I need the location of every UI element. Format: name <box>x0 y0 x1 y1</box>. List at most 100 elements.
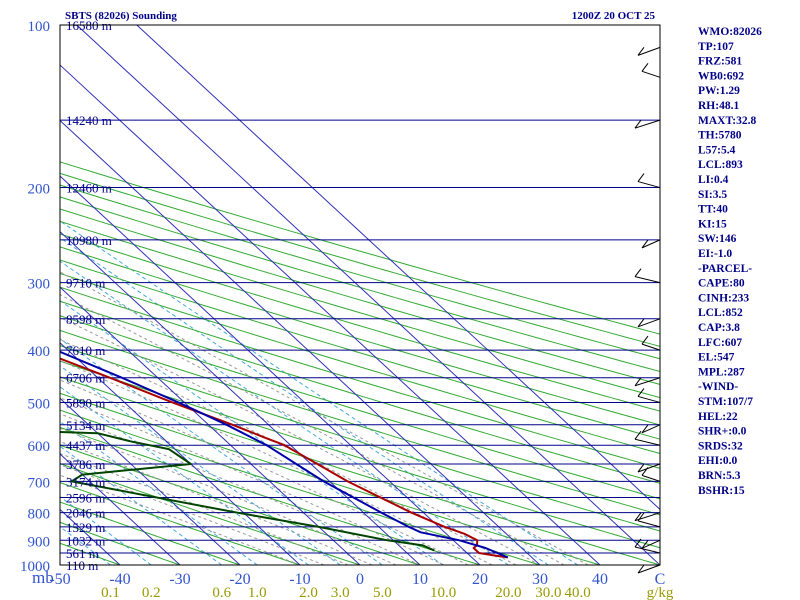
sounding-profiles <box>60 350 509 559</box>
pressure-unit-label: mb <box>32 568 54 587</box>
plot-frame <box>59 24 661 566</box>
wind-barbs <box>634 46 661 574</box>
wind-barb-shaft <box>637 520 661 528</box>
wind-barb-flag <box>637 47 645 56</box>
index-entry: L57:5.4 <box>698 144 736 156</box>
index-entry: -WIND- <box>698 381 738 393</box>
temperature-tick-label: -50 <box>49 571 70 588</box>
temperature-tick-label: -20 <box>229 571 250 588</box>
stability-indices-panel: WMO:82026 TP:107 FRZ:581 WB0:692 PW:1.29 RH:4… <box>698 26 762 497</box>
isotherm-line <box>60 64 601 565</box>
wind-barb-flag <box>634 119 642 129</box>
wind-barb-flag <box>634 538 642 548</box>
index-entry: SI:3.5 <box>698 189 727 201</box>
wind-barb-shaft <box>641 239 661 249</box>
height-label: 5134 m <box>66 418 105 433</box>
pressure-tick-label: 500 <box>28 396 51 412</box>
height-label: 1529 m <box>66 520 105 535</box>
wind-barb-flag <box>634 512 642 521</box>
mixing-ratio-tick-label: 0.1 <box>101 585 120 600</box>
index-entry: TH:5780 <box>698 130 742 142</box>
chart-subtitle: 1200Z 20 OCT 25 <box>572 10 656 22</box>
temperature-tick-label: -40 <box>109 571 130 588</box>
height-label: 14240 m <box>66 113 112 128</box>
wind-barb-flag <box>637 463 645 473</box>
wind-barb-flag <box>641 467 649 476</box>
index-entry: EHI:0.0 <box>698 455 738 467</box>
height-label: 561 m <box>66 546 99 561</box>
wind-barb-shaft <box>634 119 661 129</box>
height-label: 3786 m <box>66 457 105 472</box>
temperature-tick-label: 0 <box>356 571 364 588</box>
height-label: 10980 m <box>66 233 112 248</box>
wind-barb-flag <box>641 239 649 249</box>
wind-barb-shaft <box>634 438 661 446</box>
index-entry: BSHR:15 <box>698 485 745 497</box>
height-label: 2596 m <box>66 491 105 506</box>
wind-barb-shaft <box>637 318 661 328</box>
height-label: 8598 m <box>66 312 105 327</box>
moist-adiabat-line <box>60 271 589 565</box>
temperature-tick-label: 10 <box>412 571 428 588</box>
index-entry: FRZ:581 <box>698 56 742 68</box>
mixing-ratio-tick-label: 0.2 <box>142 585 161 600</box>
index-entry: MPL:287 <box>698 366 745 378</box>
pressure-tick-label: 1000 <box>20 559 50 575</box>
index-entry: WB0:692 <box>698 70 744 82</box>
index-entry: -PARCEL- <box>698 263 752 275</box>
isotherm-line <box>60 119 541 565</box>
index-entry: SHR+:0.0 <box>698 426 747 438</box>
isotherm-line <box>60 175 481 565</box>
index-entry: EL:547 <box>698 352 735 364</box>
wind-barb-shaft <box>637 463 661 473</box>
wind-barb-shaft <box>637 564 661 574</box>
height-label: 4437 m <box>66 438 105 453</box>
moist-adiabat-line <box>60 397 445 565</box>
index-entry: CINH:233 <box>698 292 749 304</box>
wind-barb-shaft <box>637 46 661 56</box>
temperature-tick-label: 20 <box>472 571 488 588</box>
isotherm-line <box>60 286 361 565</box>
moist-adiabat-line <box>60 464 325 565</box>
index-entry: KI:15 <box>698 218 727 230</box>
wind-barb-flag <box>634 268 642 277</box>
moist-adiabat-line <box>60 339 517 565</box>
index-entry: LI:0.4 <box>698 174 729 186</box>
pressure-tick-label: 400 <box>28 344 51 360</box>
mixing-ratio-tick-label: 10.0 <box>430 585 456 600</box>
wind-barb-flag <box>641 335 649 345</box>
mixing-ratio-tick-label: g/kg <box>647 585 674 600</box>
wind-barb-flag <box>634 430 642 440</box>
temperature-tick-label: C <box>655 571 666 588</box>
index-entry: STM:107/7 <box>698 396 753 408</box>
mixing-ratio-tick-label: 3.0 <box>331 585 350 600</box>
index-entry: SW:146 <box>698 233 737 245</box>
index-entry: CAPE:80 <box>698 278 745 290</box>
moist-adiabat-line <box>60 427 397 565</box>
temperature-tick-label: 30 <box>532 571 548 588</box>
wind-barb-shaft <box>634 546 661 554</box>
index-entry: CAP:3.8 <box>698 322 740 334</box>
pressure-tick-label: 300 <box>28 277 51 293</box>
mixing-ratio-tick-label: 40.0 <box>565 585 591 600</box>
pressure-tick-label: 700 <box>28 475 51 491</box>
wind-barb-shaft <box>641 539 661 549</box>
wind-barb-shaft <box>637 181 661 189</box>
wind-barb-shaft <box>634 377 661 387</box>
height-label: 2046 m <box>66 506 105 521</box>
index-entry: BRN:5.3 <box>698 470 741 482</box>
wind-barb-shaft <box>641 474 661 482</box>
index-entry: WMO:82026 <box>698 26 762 38</box>
mixing-ratio-tick-label: 2.0 <box>299 585 318 600</box>
index-entry: LCL:852 <box>698 307 743 319</box>
isotherm-line <box>60 397 241 565</box>
height-label: 1032 m <box>66 533 105 548</box>
index-entry: EI:-1.0 <box>698 248 732 260</box>
pressure-tick-label: 100 <box>28 19 51 35</box>
height-label: 9710 m <box>66 276 105 291</box>
grid-lines <box>60 25 660 565</box>
height-label: 12460 m <box>66 181 112 196</box>
wind-barb-flag <box>637 318 645 328</box>
